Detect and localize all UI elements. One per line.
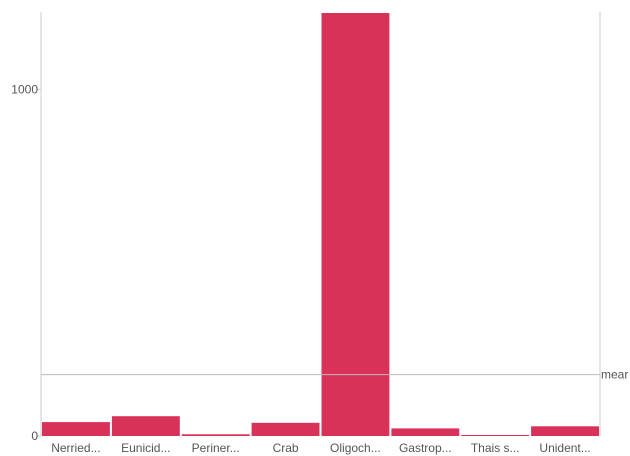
y-ticks: 0 1000: [11, 82, 41, 443]
y-tick-label: 1000: [11, 82, 38, 96]
y-tick-label: 0: [31, 429, 38, 443]
bar-7: [461, 435, 530, 436]
mean-line-group: mear: [41, 368, 628, 382]
bar-1: [42, 422, 110, 436]
mean-label: mear: [601, 368, 628, 382]
bar-6: [391, 428, 460, 436]
bar-5: [321, 13, 390, 436]
x-tick-label: Gastrop...: [399, 441, 452, 455]
axes: [40, 12, 601, 436]
bars: [42, 13, 599, 436]
x-tick-labels: Nerried... Eunicid... Periner... Crab Oligoc…: [51, 441, 591, 455]
bar-4: [251, 422, 320, 436]
bar-2: [111, 416, 180, 436]
x-tick-label: Oligoch...: [330, 441, 381, 455]
x-tick-label: Unident...: [539, 441, 590, 455]
x-tick-label: Thais s...: [471, 441, 520, 455]
x-tick-label: Crab: [273, 441, 299, 455]
x-tick-label: Periner...: [192, 441, 240, 455]
bar-3: [181, 434, 250, 436]
x-tick-label: Nerried...: [51, 441, 100, 455]
bar-8: [531, 426, 599, 436]
x-tick-label: Eunicid...: [121, 441, 170, 455]
